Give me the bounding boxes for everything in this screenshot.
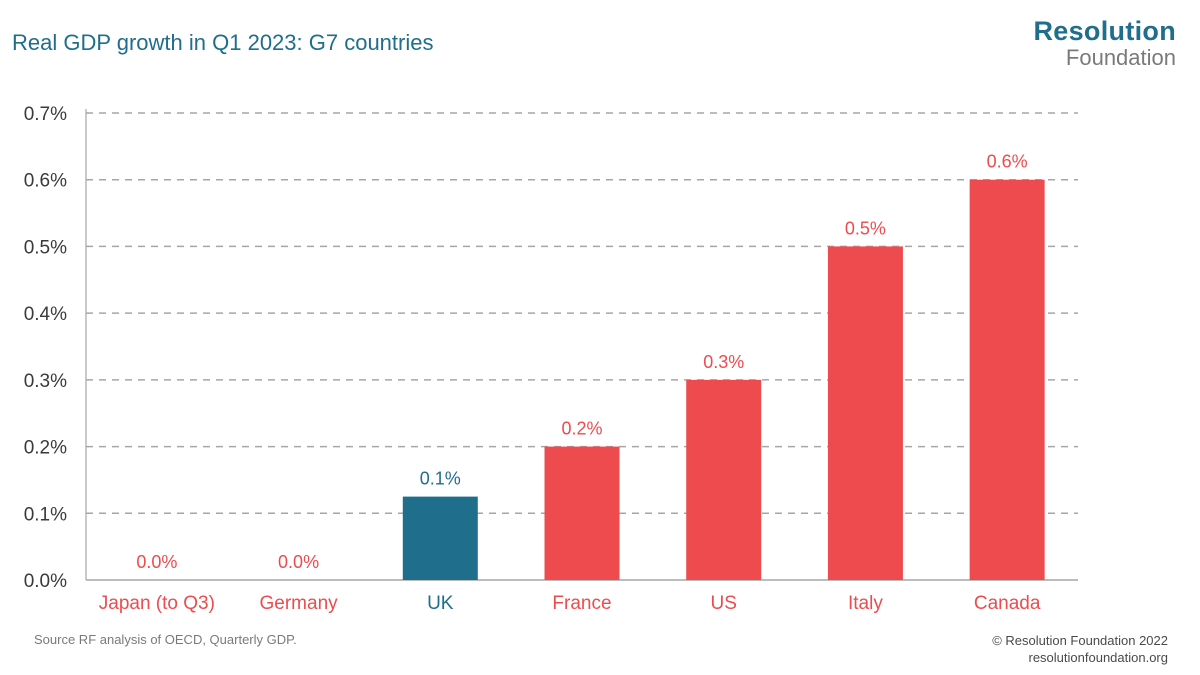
x-tick-label: Canada (974, 593, 1041, 614)
footer-credits: © Resolution Foundation 2022 resolutionf… (992, 632, 1168, 666)
chart-title: Real GDP growth in Q1 2023: G7 countries (12, 30, 434, 55)
bar (544, 446, 620, 580)
bar (969, 179, 1045, 580)
x-tick-label: France (552, 593, 611, 614)
y-tick-label: 0.6% (24, 171, 67, 192)
logo-wordmark-secondary: Foundation (1065, 45, 1176, 70)
x-tick-label: Japan (to Q3) (99, 593, 215, 614)
copyright-text: © Resolution Foundation 2022 (992, 633, 1168, 648)
website-text: resolutionfoundation.org (1028, 650, 1169, 665)
x-tick-label: UK (427, 593, 454, 614)
data-label: 0.3% (703, 352, 744, 372)
y-tick-label: 0.2% (24, 438, 67, 459)
data-label: 0.2% (561, 419, 602, 439)
data-label: 0.1% (420, 469, 461, 489)
data-label: 0.0% (136, 552, 177, 572)
source-note: Source RF analysis of OECD, Quarterly GD… (34, 632, 297, 647)
bar (686, 379, 762, 580)
x-tick-label: Germany (260, 593, 339, 614)
resolution-foundation-logo: Resolution Foundation (1034, 18, 1177, 69)
bar (827, 246, 903, 580)
y-tick-label: 0.3% (24, 371, 67, 392)
y-tick-label: 0.5% (24, 237, 67, 258)
bar (402, 496, 478, 580)
x-tick-label: US (711, 593, 737, 614)
data-label: 0.6% (987, 152, 1028, 172)
y-tick-label: 0.1% (24, 504, 67, 525)
data-label: 0.0% (278, 552, 319, 572)
y-tick-label: 0.7% (24, 104, 67, 125)
y-tick-label: 0.0% (24, 571, 67, 592)
y-tick-label: 0.4% (24, 304, 67, 325)
data-label: 0.5% (845, 218, 886, 238)
x-tick-label: Italy (848, 593, 883, 614)
logo-wordmark-primary: Resolution (1033, 16, 1176, 46)
